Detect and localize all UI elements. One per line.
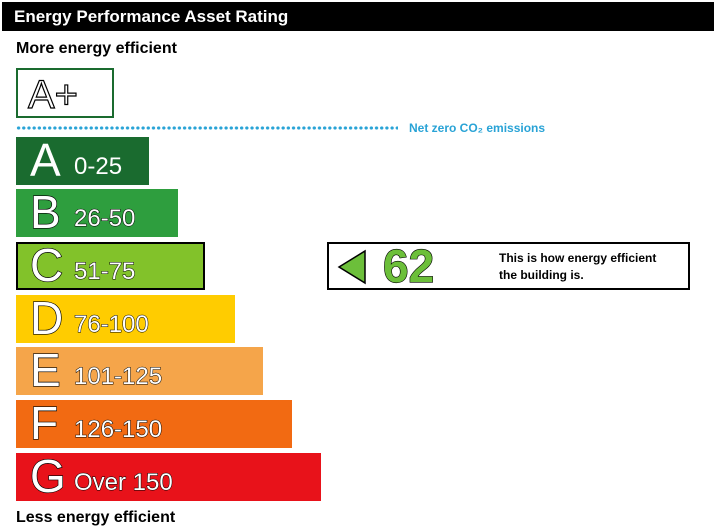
less-efficient-label: Less energy efficient: [16, 509, 176, 526]
rating-description: This is how energy efficient the buildin…: [499, 250, 684, 284]
rating-score: 62: [382, 240, 435, 292]
band-range: Over 150: [74, 469, 174, 497]
band-e: E 101-125: [16, 343, 263, 397]
band-letter: C: [29, 238, 64, 291]
band-range: 76-100: [74, 311, 150, 339]
band-letter: F: [29, 396, 59, 449]
net-zero-dots: [16, 126, 398, 130]
band-a: A 0-25: [16, 134, 149, 186]
band-c: C 51-75: [16, 238, 205, 292]
aplus-glyph: A+: [27, 74, 78, 114]
band-range: 101-125: [73, 363, 163, 391]
band-range: 51-75: [73, 258, 136, 286]
aplus-box: A+: [16, 68, 114, 118]
band-b: B 26-50: [16, 185, 178, 239]
page-header: Energy Performance Asset Rating: [2, 2, 714, 31]
aplus-text: A+: [28, 74, 78, 114]
rating-indicator: 62 This is how energy efficient the buil…: [327, 240, 690, 292]
band-letter: A: [30, 134, 61, 186]
band-letter: E: [29, 343, 61, 396]
band-g: G Over 150: [16, 449, 321, 503]
band-range: 26-50: [73, 205, 136, 233]
band-range: 126-150: [73, 416, 163, 444]
band-f: F 126-150: [16, 396, 292, 450]
rating-arrow-icon: [337, 249, 366, 285]
rating-description-line1: This is how energy efficient: [499, 251, 657, 265]
band-letter: D: [29, 291, 64, 344]
header-title: Energy Performance Asset Rating: [14, 7, 289, 26]
net-zero-line: Net zero CO₂ emissions: [16, 121, 576, 135]
band-letter: B: [29, 185, 61, 238]
rating-description-line2: the building is.: [499, 268, 584, 282]
net-zero-label: Net zero CO₂ emissions: [409, 121, 546, 135]
band-range: 0-25: [74, 153, 123, 180]
band-letter: G: [29, 449, 66, 502]
more-efficient-label: More energy efficient: [16, 40, 177, 57]
band-d: D 76-100: [16, 291, 235, 345]
